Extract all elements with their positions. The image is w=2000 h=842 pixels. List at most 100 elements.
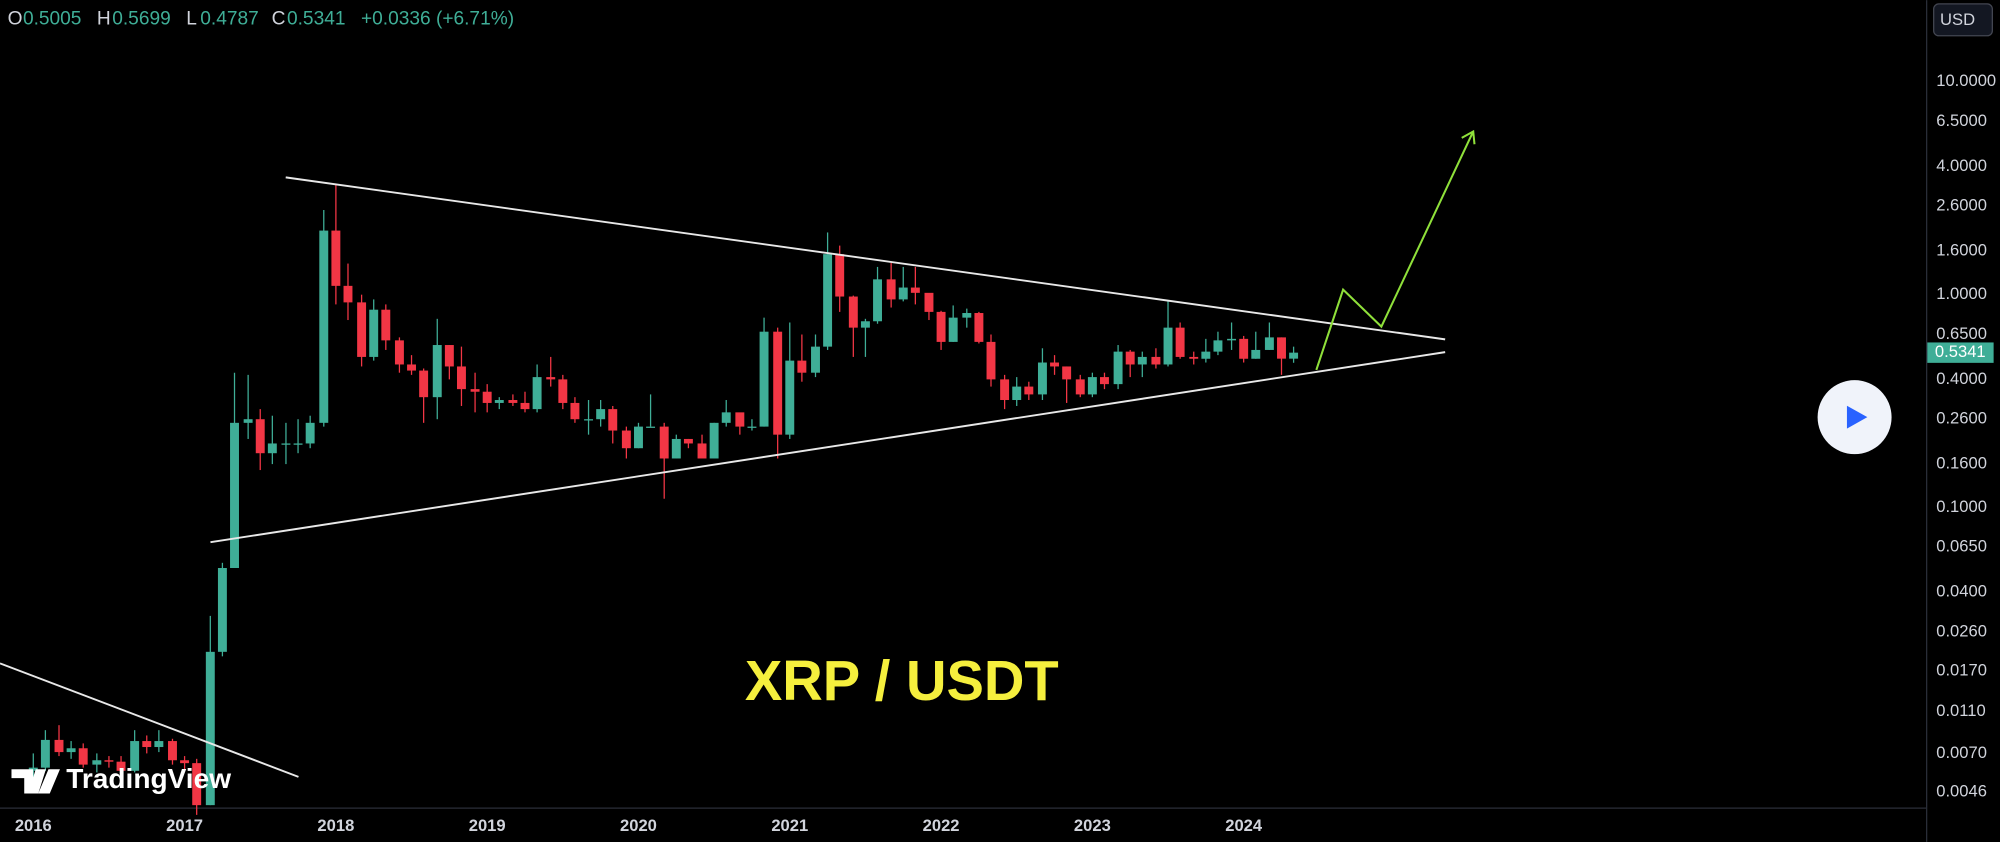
legend-key: H (97, 8, 111, 29)
legend-value: 0.5341 (287, 8, 346, 29)
trendlines (0, 176, 1446, 778)
play-icon[interactable] (1846, 405, 1868, 429)
candle-body (621, 430, 631, 449)
currency-label[interactable]: USD (1940, 10, 1975, 29)
y-tick-label: 0.2600 (1936, 409, 1987, 428)
candle-body (494, 400, 504, 403)
legend-value: 0.4787 (200, 8, 258, 29)
candle-body (811, 346, 820, 373)
candle-body (570, 402, 580, 420)
candle-body (848, 296, 858, 328)
candle-body (1201, 351, 1211, 359)
candle-body (54, 739, 64, 753)
candle-body (1163, 327, 1173, 365)
legend-value: 0.5005 (23, 8, 82, 29)
candle-body (40, 739, 50, 768)
last-price-label: 0.5341 (1935, 342, 1986, 361)
y-tick-label: 0.1600 (1936, 453, 1987, 472)
candle-body (646, 426, 656, 428)
candle-body (1189, 356, 1199, 359)
candle-body (924, 292, 934, 312)
candle-body (142, 741, 152, 748)
candle-body (357, 302, 367, 357)
candle-body (886, 279, 896, 300)
candle-body (470, 389, 480, 392)
plot-area (28, 184, 1299, 815)
candle-body (835, 254, 845, 297)
candle-body (721, 412, 731, 423)
candle-body (1289, 352, 1299, 359)
candle-body (369, 309, 379, 357)
y-tick-label: 0.0110 (1936, 701, 1985, 720)
candle-body (394, 340, 404, 365)
candle-body (735, 412, 745, 427)
watermark: TradingView (11, 763, 231, 794)
candle-body (558, 379, 568, 403)
candle-body (230, 422, 239, 569)
legend-key: L (186, 8, 197, 29)
y-tick-label: 1.6000 (1936, 241, 1987, 260)
x-tick-label: 2022 (923, 816, 960, 835)
candle-body (205, 651, 215, 806)
projection-arrow (1315, 129, 1476, 371)
legend-key: O (8, 8, 23, 29)
last-price-tag (1927, 342, 1994, 363)
candle-body (962, 313, 972, 318)
candle-body (759, 331, 769, 427)
candle-body (78, 748, 88, 765)
x-tick-label: 2019 (469, 816, 506, 835)
candle-body (1239, 338, 1249, 359)
candle-body (1062, 366, 1072, 380)
candle-body (709, 422, 719, 459)
candle-body (508, 400, 518, 403)
y-tick-label: 0.4000 (1936, 369, 1987, 388)
annotation: XRP / USDT (745, 649, 1059, 712)
candle-body (797, 360, 807, 373)
candle-body (432, 345, 442, 398)
candle-body (419, 370, 429, 398)
arrow-head (1461, 129, 1476, 145)
candle-body (659, 426, 669, 459)
upper-trendline (285, 176, 1446, 341)
candle-body (986, 341, 996, 380)
candle-body (747, 426, 757, 428)
candle-body (319, 230, 329, 423)
candle-body (180, 760, 190, 764)
candle-body (1277, 337, 1286, 359)
x-tick-label: 2016 (15, 816, 52, 835)
currency-button[interactable] (1933, 3, 1993, 37)
y-tick-label: 10.0000 (1936, 71, 1996, 90)
candle-body (910, 287, 920, 293)
x-tick-label: 2024 (1225, 816, 1263, 835)
candle-body (1037, 362, 1047, 395)
x-tick-label: 2018 (317, 816, 354, 835)
candle-body (1125, 351, 1135, 365)
candle-body (1264, 337, 1274, 350)
candle-body (1175, 327, 1185, 357)
candle-body (104, 760, 114, 762)
candle-body (683, 438, 693, 444)
candle-body (267, 443, 277, 454)
candle-body (608, 409, 618, 431)
y-tick-label: 0.0070 (1936, 743, 1987, 762)
candle-body (1137, 356, 1147, 365)
candle-body (1227, 338, 1237, 341)
y-tick-label: 1.0000 (1936, 284, 1987, 303)
lower-trendline (210, 351, 1446, 544)
candle-body (1251, 349, 1261, 359)
candle-body (584, 419, 594, 421)
candle-body (936, 311, 946, 342)
watermark-text: TradingView (66, 763, 231, 794)
candle-body (1024, 386, 1034, 395)
candle-body (671, 438, 681, 459)
candle-body (898, 287, 908, 300)
x-tick-label: 2020 (620, 816, 657, 835)
ohlc-legend: O 0.5005 H 0.5699 L 0.4787 C 0.5341 +0.0… (8, 8, 514, 29)
candle-body (596, 409, 606, 420)
candle-body (785, 360, 795, 435)
y-tick-label: 0.0170 (1936, 661, 1987, 680)
projection-path (1315, 131, 1475, 371)
candle-body (92, 760, 102, 765)
old-trendline (0, 662, 299, 778)
